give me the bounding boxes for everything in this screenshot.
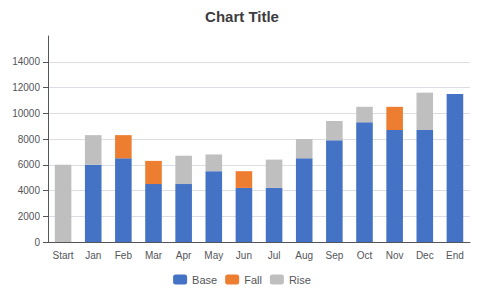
svg-text:Jun: Jun: [236, 250, 252, 261]
svg-text:Rise: Rise: [289, 274, 311, 286]
svg-text:14000: 14000: [12, 56, 40, 67]
svg-text:2000: 2000: [18, 211, 41, 222]
svg-text:8000: 8000: [18, 134, 41, 145]
svg-text:10000: 10000: [12, 108, 40, 119]
svg-text:Oct: Oct: [357, 250, 373, 261]
svg-text:Mar: Mar: [145, 250, 163, 261]
svg-text:Aug: Aug: [295, 250, 313, 261]
svg-text:Dec: Dec: [416, 250, 434, 261]
svg-text:Jan: Jan: [85, 250, 101, 261]
svg-text:Sep: Sep: [325, 250, 343, 261]
svg-text:Nov: Nov: [386, 250, 404, 261]
svg-text:Fall: Fall: [244, 274, 262, 286]
svg-text:Chart Title: Chart Title: [205, 8, 279, 25]
svg-text:Start: Start: [53, 250, 74, 261]
svg-text:6000: 6000: [18, 159, 41, 170]
svg-text:Apr: Apr: [176, 250, 192, 261]
svg-text:Base: Base: [192, 274, 217, 286]
svg-text:0: 0: [34, 237, 40, 248]
svg-text:12000: 12000: [12, 82, 40, 93]
svg-text:May: May: [204, 250, 223, 261]
svg-text:Feb: Feb: [115, 250, 133, 261]
svg-text:End: End: [446, 250, 464, 261]
svg-text:Jul: Jul: [268, 250, 281, 261]
svg-text:4000: 4000: [18, 185, 41, 196]
